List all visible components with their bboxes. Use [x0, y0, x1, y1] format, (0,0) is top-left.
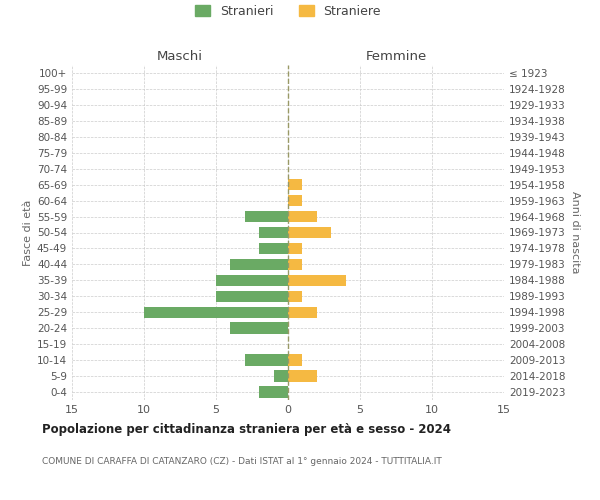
Bar	[288, 290, 302, 302]
Bar	[288, 211, 317, 222]
Bar	[259, 227, 288, 238]
Bar	[259, 242, 288, 254]
Bar	[216, 274, 288, 286]
Text: COMUNE DI CARAFFA DI CATANZARO (CZ) - Dati ISTAT al 1° gennaio 2024 - TUTTITALIA: COMUNE DI CARAFFA DI CATANZARO (CZ) - Da…	[42, 458, 442, 466]
Bar	[288, 242, 302, 254]
Bar	[230, 322, 288, 334]
Text: Popolazione per cittadinanza straniera per età e sesso - 2024: Popolazione per cittadinanza straniera p…	[42, 422, 451, 436]
Bar	[245, 211, 288, 222]
Bar	[288, 274, 346, 286]
Text: Femmine: Femmine	[365, 50, 427, 62]
Y-axis label: Fasce di età: Fasce di età	[23, 200, 33, 266]
Bar	[288, 370, 317, 382]
Y-axis label: Anni di nascita: Anni di nascita	[570, 191, 580, 274]
Bar	[144, 306, 288, 318]
Bar	[288, 227, 331, 238]
Legend: Stranieri, Straniere: Stranieri, Straniere	[190, 0, 386, 23]
Text: Maschi: Maschi	[157, 50, 203, 62]
Bar	[274, 370, 288, 382]
Bar	[259, 386, 288, 398]
Bar	[230, 258, 288, 270]
Bar	[288, 179, 302, 190]
Bar	[288, 195, 302, 206]
Bar	[288, 306, 317, 318]
Bar	[245, 354, 288, 366]
Bar	[216, 290, 288, 302]
Bar	[288, 354, 302, 366]
Bar	[288, 258, 302, 270]
